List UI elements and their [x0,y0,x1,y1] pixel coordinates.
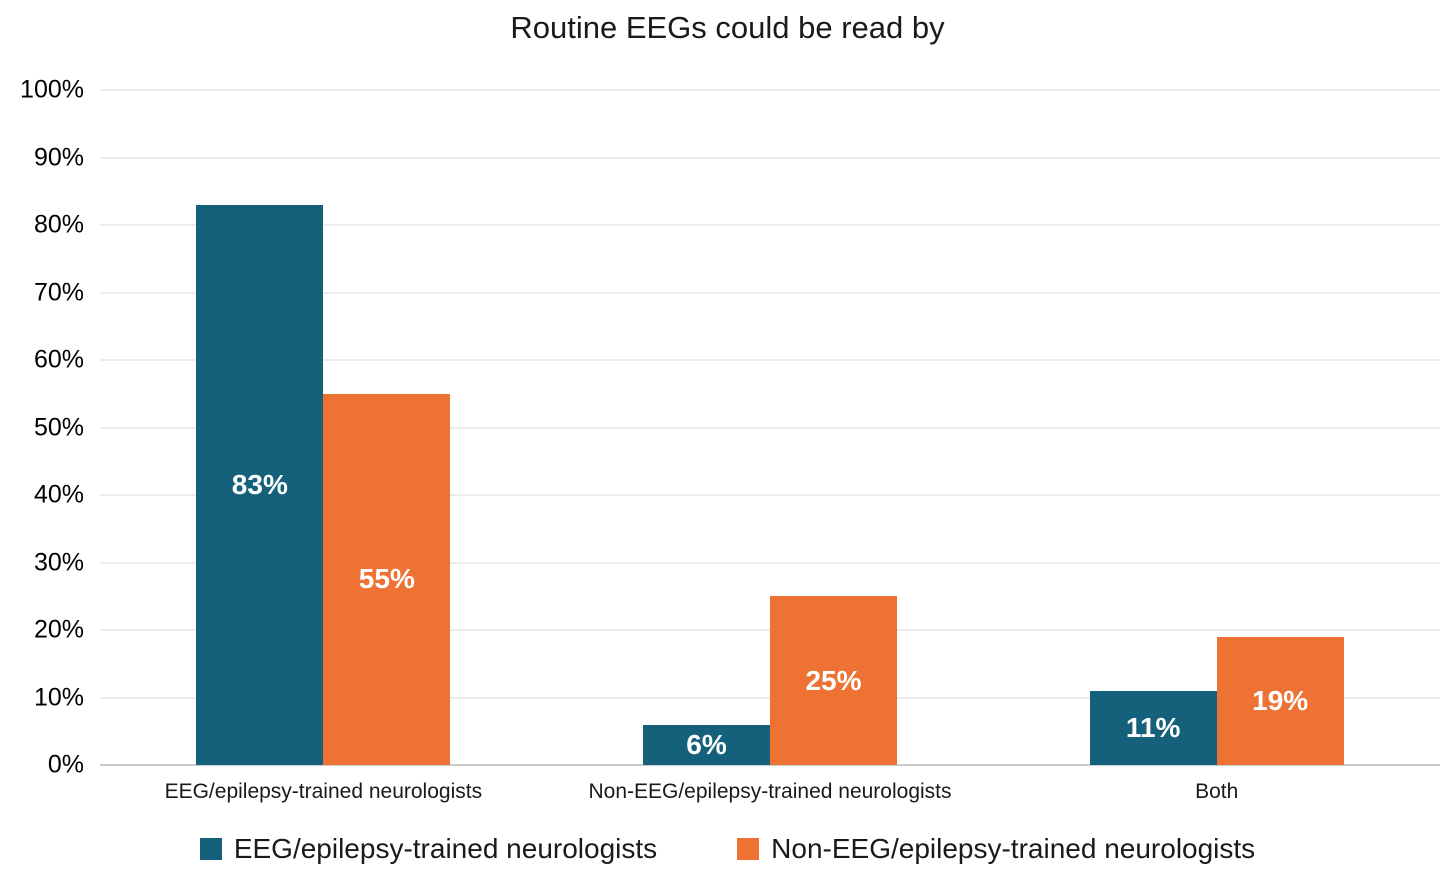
bar-value-label: 25% [805,664,862,696]
x-axis-baseline [100,764,1440,766]
bar: 83% [196,204,324,765]
bar: 6% [643,724,770,765]
y-tick-label: 80% [33,210,84,239]
bar-value-label: 6% [686,728,727,760]
bar-value-label: 19% [1252,684,1309,716]
y-tick-label: 10% [33,683,84,711]
gridline [100,427,1440,428]
gridline [100,89,1440,91]
y-tick-label: 50% [33,413,84,441]
y-axis-labels: 0% 10% 20% 30% 40% 50% 60% 70% 80% 90% 100% [0,76,88,779]
y-tick-label: 70% [33,278,84,306]
bar-value-label: 11% [1125,711,1181,743]
bar: 11% [1089,690,1217,765]
bar: 55% [323,393,451,765]
legend-label: EEG/epilepsy-trained neurologists [233,833,658,864]
y-tick-label: 20% [33,615,84,644]
gridline [100,494,1440,496]
bar-value-label: 55% [358,563,415,595]
bar-group: 11% 19% [993,90,1440,765]
category-label: Non-EEG/epilepsy-trained neurologists [588,780,952,803]
y-tick-label: 30% [33,548,84,576]
legend: EEG/epilepsy-trained neurologists Non-EEG… [0,829,1455,869]
bar-groups: 83% 55% 6% 25% 11% 19% [100,90,1440,765]
category-label: Both [1195,780,1239,803]
legend-item: Non-EEG/epilepsy-trained neurologists [737,833,1255,865]
y-tick-label: 40% [33,480,84,509]
legend-label: Non-EEG/epilepsy-trained neurologists [771,833,1256,864]
bar-group: 6% 25% [547,90,994,765]
y-tick-label: 0% [47,750,84,779]
y-tick-label: 100% [20,75,84,104]
category-label: EEG/epilepsy-trained neurologists [164,780,483,803]
legend-swatch-icon [199,838,222,860]
gridline [100,562,1440,563]
bar: 19% [1216,636,1344,765]
y-tick-label: 90% [33,143,84,171]
y-tick-label: 60% [33,345,84,374]
chart-title: Routine EEGs could be read by [510,10,945,45]
legend-item: EEG/epilepsy-trained neurologists [199,833,658,865]
bar: 25% [770,596,897,765]
bar-value-label: 83% [231,468,288,500]
gridline [100,359,1440,361]
bar-group: 83% 55% [100,90,547,765]
legend-swatch-icon [737,838,760,860]
plot-area: 83% 55% 6% 25% 11% 19% [100,89,1440,766]
gridline [100,224,1440,226]
gridline [100,292,1440,293]
category-labels: EEG/epilepsy-trained neurologists Non-EEG… [100,780,1440,810]
gridline [100,157,1440,158]
